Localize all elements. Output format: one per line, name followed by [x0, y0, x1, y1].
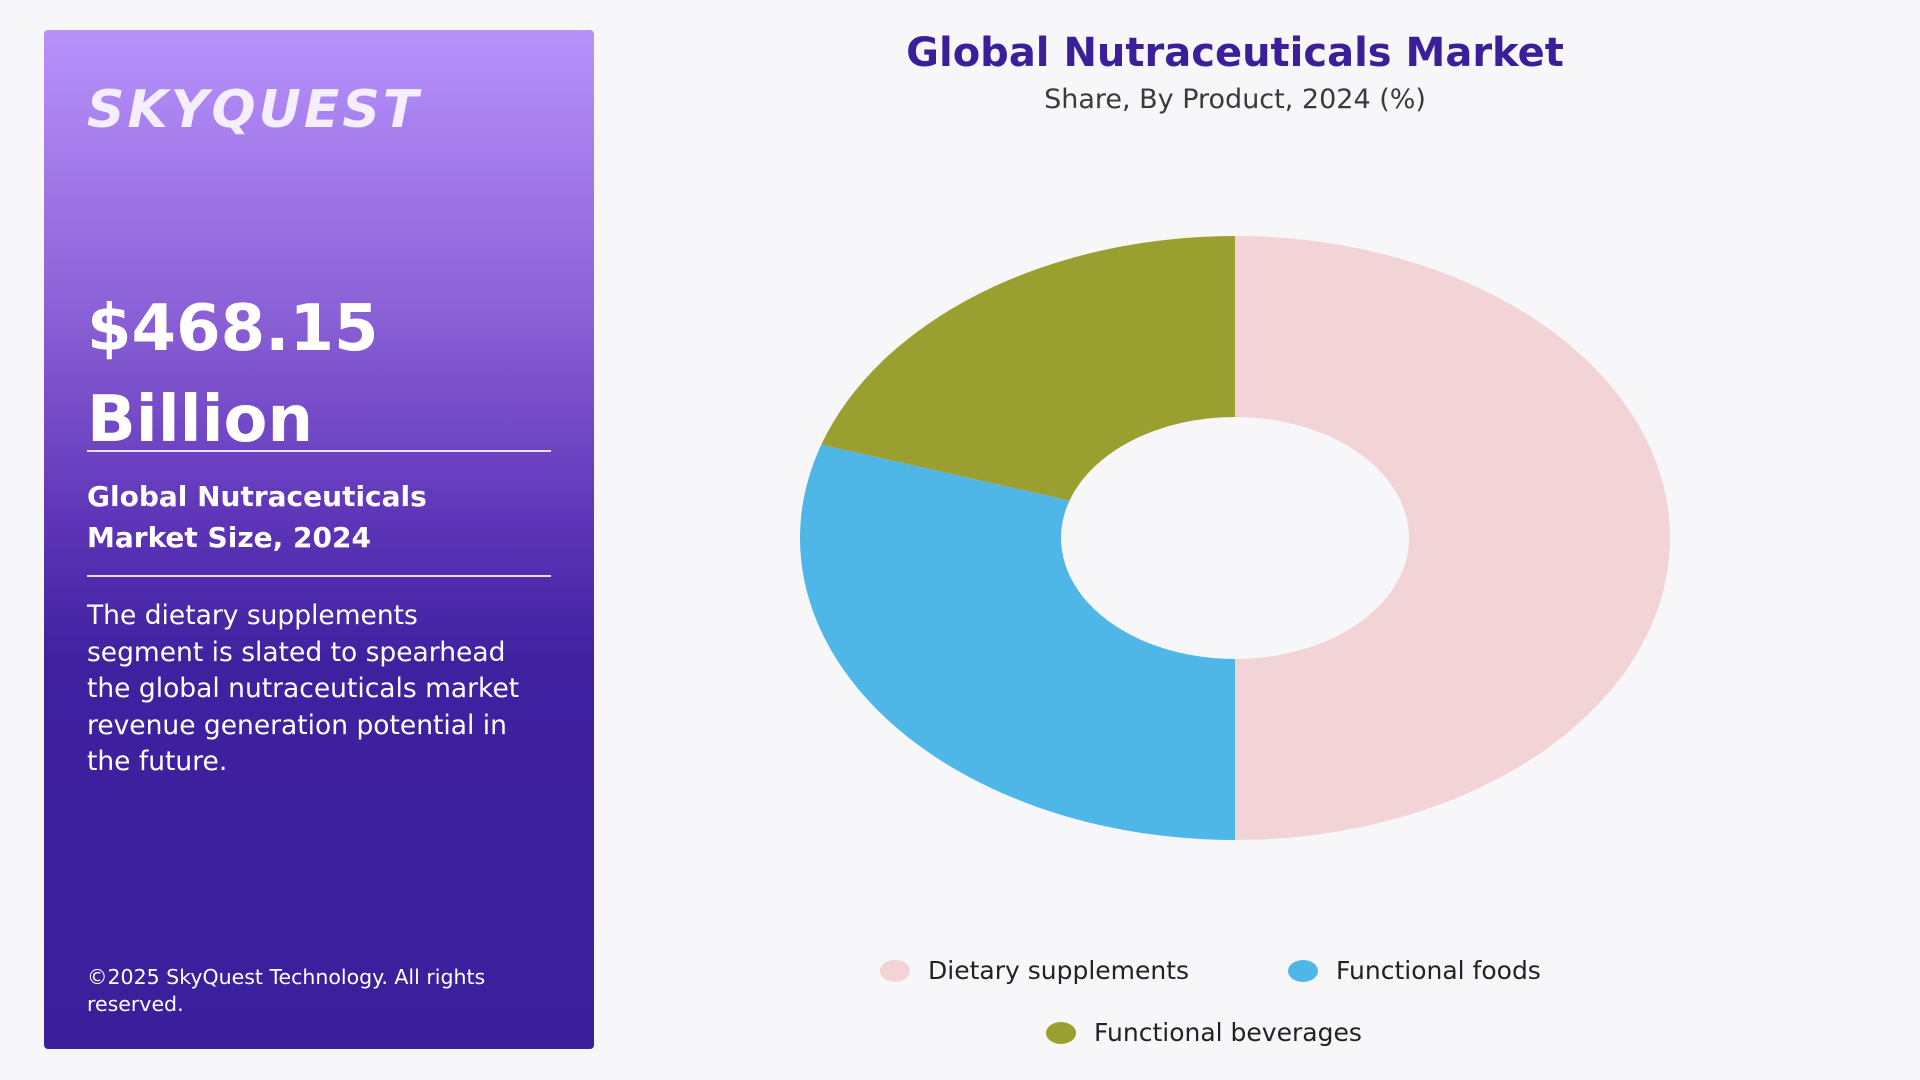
copyright-notice: ©2025 SkyQuest Technology. All rights re… — [87, 965, 486, 1016]
donut-slice-dietary-supplements[interactable] — [1235, 236, 1670, 840]
legend-label-dietary-supplements: Dietary supplements — [928, 956, 1190, 985]
legend-swatch-functional-foods — [1288, 959, 1318, 982]
donut-slice-functional-beverages[interactable] — [821, 236, 1235, 501]
legend-item-functional-beverages[interactable]: Functional beverages — [1046, 1018, 1362, 1047]
market-size-value: $468.15 Billion — [87, 284, 557, 466]
legend-item-dietary-supplements[interactable]: Dietary supplements — [880, 956, 1189, 985]
chart-subtitle: Share, By Product, 2024 (%) — [1044, 84, 1426, 115]
market-size-amount: $468.15 — [87, 292, 379, 366]
summary-panel: SKYQUEST $468.15 Billion Global Nutraceu… — [44, 30, 594, 1049]
chart-title: Global Nutraceuticals Market — [906, 30, 1564, 76]
market-size-label: Global Nutraceuticals Market Size, 2024 — [87, 476, 557, 558]
legend-label-functional-beverages: Functional beverages — [1094, 1018, 1362, 1047]
market-size-label-line1: Global Nutraceuticals — [87, 480, 427, 513]
market-size-unit: Billion — [87, 383, 314, 457]
divider-top — [87, 450, 551, 452]
market-size-label-line2: Market Size, 2024 — [87, 521, 371, 554]
donut-slice-functional-foods[interactable] — [800, 444, 1235, 840]
donut-chart — [800, 236, 1670, 840]
divider-bottom — [87, 575, 551, 577]
legend-swatch-functional-beverages — [1046, 1021, 1076, 1044]
legend-item-functional-foods[interactable]: Functional foods — [1288, 956, 1541, 985]
brand-logo: SKYQUEST — [87, 80, 422, 140]
legend-swatch-dietary-supplements — [880, 959, 910, 982]
segment-description: The dietary supplements segment is slate… — [87, 600, 520, 777]
legend-label-functional-foods: Functional foods — [1336, 956, 1541, 985]
